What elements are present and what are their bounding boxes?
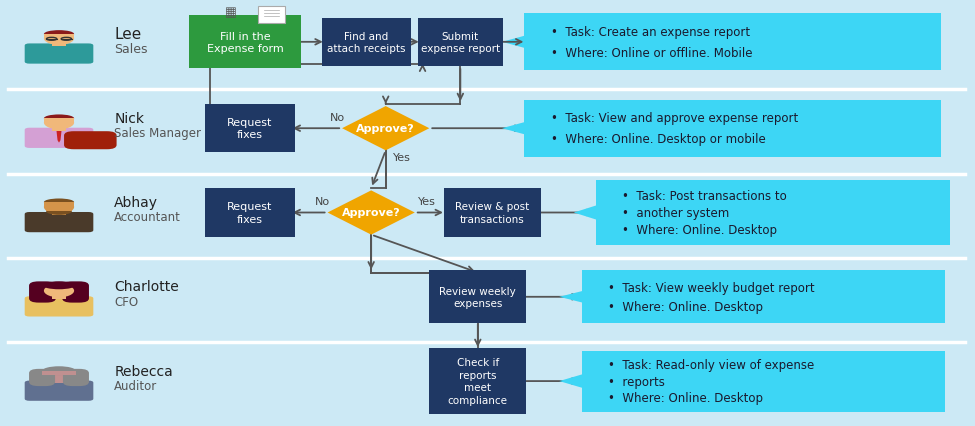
Text: Request
fixes: Request fixes	[227, 118, 273, 140]
Text: •  Where: Online. Desktop: • Where: Online. Desktop	[622, 224, 777, 237]
Text: Sales: Sales	[114, 43, 148, 55]
FancyBboxPatch shape	[525, 14, 941, 71]
Text: ▦: ▦	[224, 6, 237, 19]
FancyBboxPatch shape	[53, 210, 65, 216]
Text: Find and
attach receipts: Find and attach receipts	[327, 32, 406, 54]
Text: No: No	[315, 197, 331, 207]
FancyBboxPatch shape	[53, 295, 65, 299]
FancyBboxPatch shape	[8, 8, 965, 82]
FancyBboxPatch shape	[64, 132, 117, 150]
FancyBboxPatch shape	[24, 213, 94, 233]
Text: Sales Manager: Sales Manager	[114, 127, 201, 140]
FancyBboxPatch shape	[24, 128, 94, 149]
Text: Approve?: Approve?	[356, 124, 415, 134]
Polygon shape	[573, 204, 601, 222]
Ellipse shape	[44, 33, 74, 46]
Ellipse shape	[44, 31, 74, 39]
Text: •  Where: Online. Desktop: • Where: Online. Desktop	[607, 391, 762, 404]
Polygon shape	[342, 107, 429, 151]
FancyBboxPatch shape	[322, 19, 410, 67]
FancyBboxPatch shape	[417, 19, 503, 67]
Text: CFO: CFO	[114, 295, 138, 308]
FancyBboxPatch shape	[62, 282, 89, 303]
FancyBboxPatch shape	[44, 203, 74, 207]
Ellipse shape	[44, 115, 74, 123]
FancyBboxPatch shape	[53, 127, 65, 131]
Text: •  Task: Post transactions to: • Task: Post transactions to	[622, 189, 787, 202]
Polygon shape	[502, 121, 529, 136]
Text: Abhay: Abhay	[114, 196, 158, 210]
Polygon shape	[57, 131, 61, 143]
Text: •  Task: Read-only view of expense: • Task: Read-only view of expense	[607, 359, 814, 371]
FancyBboxPatch shape	[581, 351, 945, 412]
Text: •  another system: • another system	[622, 207, 729, 219]
Ellipse shape	[43, 282, 76, 290]
Polygon shape	[328, 191, 414, 235]
Text: Review weekly
expenses: Review weekly expenses	[440, 286, 516, 308]
Text: •  Where: Online or offline. Mobile: • Where: Online or offline. Mobile	[551, 47, 752, 60]
FancyBboxPatch shape	[429, 271, 526, 323]
FancyBboxPatch shape	[206, 189, 294, 237]
FancyBboxPatch shape	[46, 207, 72, 212]
FancyBboxPatch shape	[257, 7, 285, 24]
Text: •  Where: Online. Desktop or mobile: • Where: Online. Desktop or mobile	[551, 133, 765, 146]
FancyBboxPatch shape	[44, 119, 74, 123]
FancyBboxPatch shape	[429, 348, 526, 414]
Text: Review & post
transactions: Review & post transactions	[455, 202, 529, 224]
FancyBboxPatch shape	[206, 105, 294, 153]
FancyBboxPatch shape	[8, 92, 965, 166]
FancyBboxPatch shape	[525, 101, 941, 157]
Text: •  Task: Create an expense report: • Task: Create an expense report	[551, 26, 750, 39]
Ellipse shape	[44, 368, 74, 382]
Polygon shape	[560, 373, 586, 389]
FancyBboxPatch shape	[29, 369, 55, 386]
Ellipse shape	[44, 117, 74, 130]
Text: Nick: Nick	[114, 112, 144, 125]
FancyBboxPatch shape	[24, 296, 94, 317]
FancyBboxPatch shape	[53, 43, 65, 47]
FancyBboxPatch shape	[8, 260, 965, 334]
Text: Auditor: Auditor	[114, 379, 158, 392]
FancyBboxPatch shape	[24, 381, 94, 401]
Text: Lee: Lee	[114, 27, 141, 42]
Ellipse shape	[44, 285, 74, 298]
FancyBboxPatch shape	[29, 282, 56, 303]
FancyBboxPatch shape	[581, 271, 945, 323]
Text: Submit
expense report: Submit expense report	[421, 32, 500, 54]
Text: •  Task: View weekly budget report: • Task: View weekly budget report	[607, 281, 814, 294]
Polygon shape	[502, 35, 529, 50]
Text: Charlotte: Charlotte	[114, 279, 179, 294]
Text: No: No	[330, 112, 345, 123]
FancyBboxPatch shape	[44, 35, 74, 39]
Text: Approve?: Approve?	[342, 208, 401, 218]
Text: Rebecca: Rebecca	[114, 364, 173, 378]
FancyBboxPatch shape	[444, 189, 541, 237]
Text: Accountant: Accountant	[114, 211, 181, 224]
FancyBboxPatch shape	[8, 344, 965, 418]
Text: Fill in the
Expense form: Fill in the Expense form	[207, 32, 284, 54]
FancyBboxPatch shape	[63, 369, 89, 386]
FancyBboxPatch shape	[53, 379, 65, 383]
Ellipse shape	[44, 200, 74, 214]
FancyBboxPatch shape	[43, 371, 76, 375]
FancyBboxPatch shape	[596, 181, 950, 245]
Text: Yes: Yes	[394, 153, 411, 163]
FancyBboxPatch shape	[24, 44, 94, 64]
Text: •  Task: View and approve expense report: • Task: View and approve expense report	[551, 112, 798, 125]
Polygon shape	[560, 291, 586, 304]
Ellipse shape	[43, 366, 76, 375]
FancyBboxPatch shape	[8, 176, 965, 250]
Text: •  reports: • reports	[607, 375, 665, 388]
Text: •  Where: Online. Desktop: • Where: Online. Desktop	[607, 300, 762, 313]
Ellipse shape	[46, 208, 72, 215]
Text: Request
fixes: Request fixes	[227, 202, 273, 224]
Ellipse shape	[44, 199, 74, 206]
Text: Yes: Yes	[417, 197, 436, 207]
Text: Check if
reports
meet
compliance: Check if reports meet compliance	[448, 358, 508, 405]
FancyBboxPatch shape	[189, 17, 301, 69]
